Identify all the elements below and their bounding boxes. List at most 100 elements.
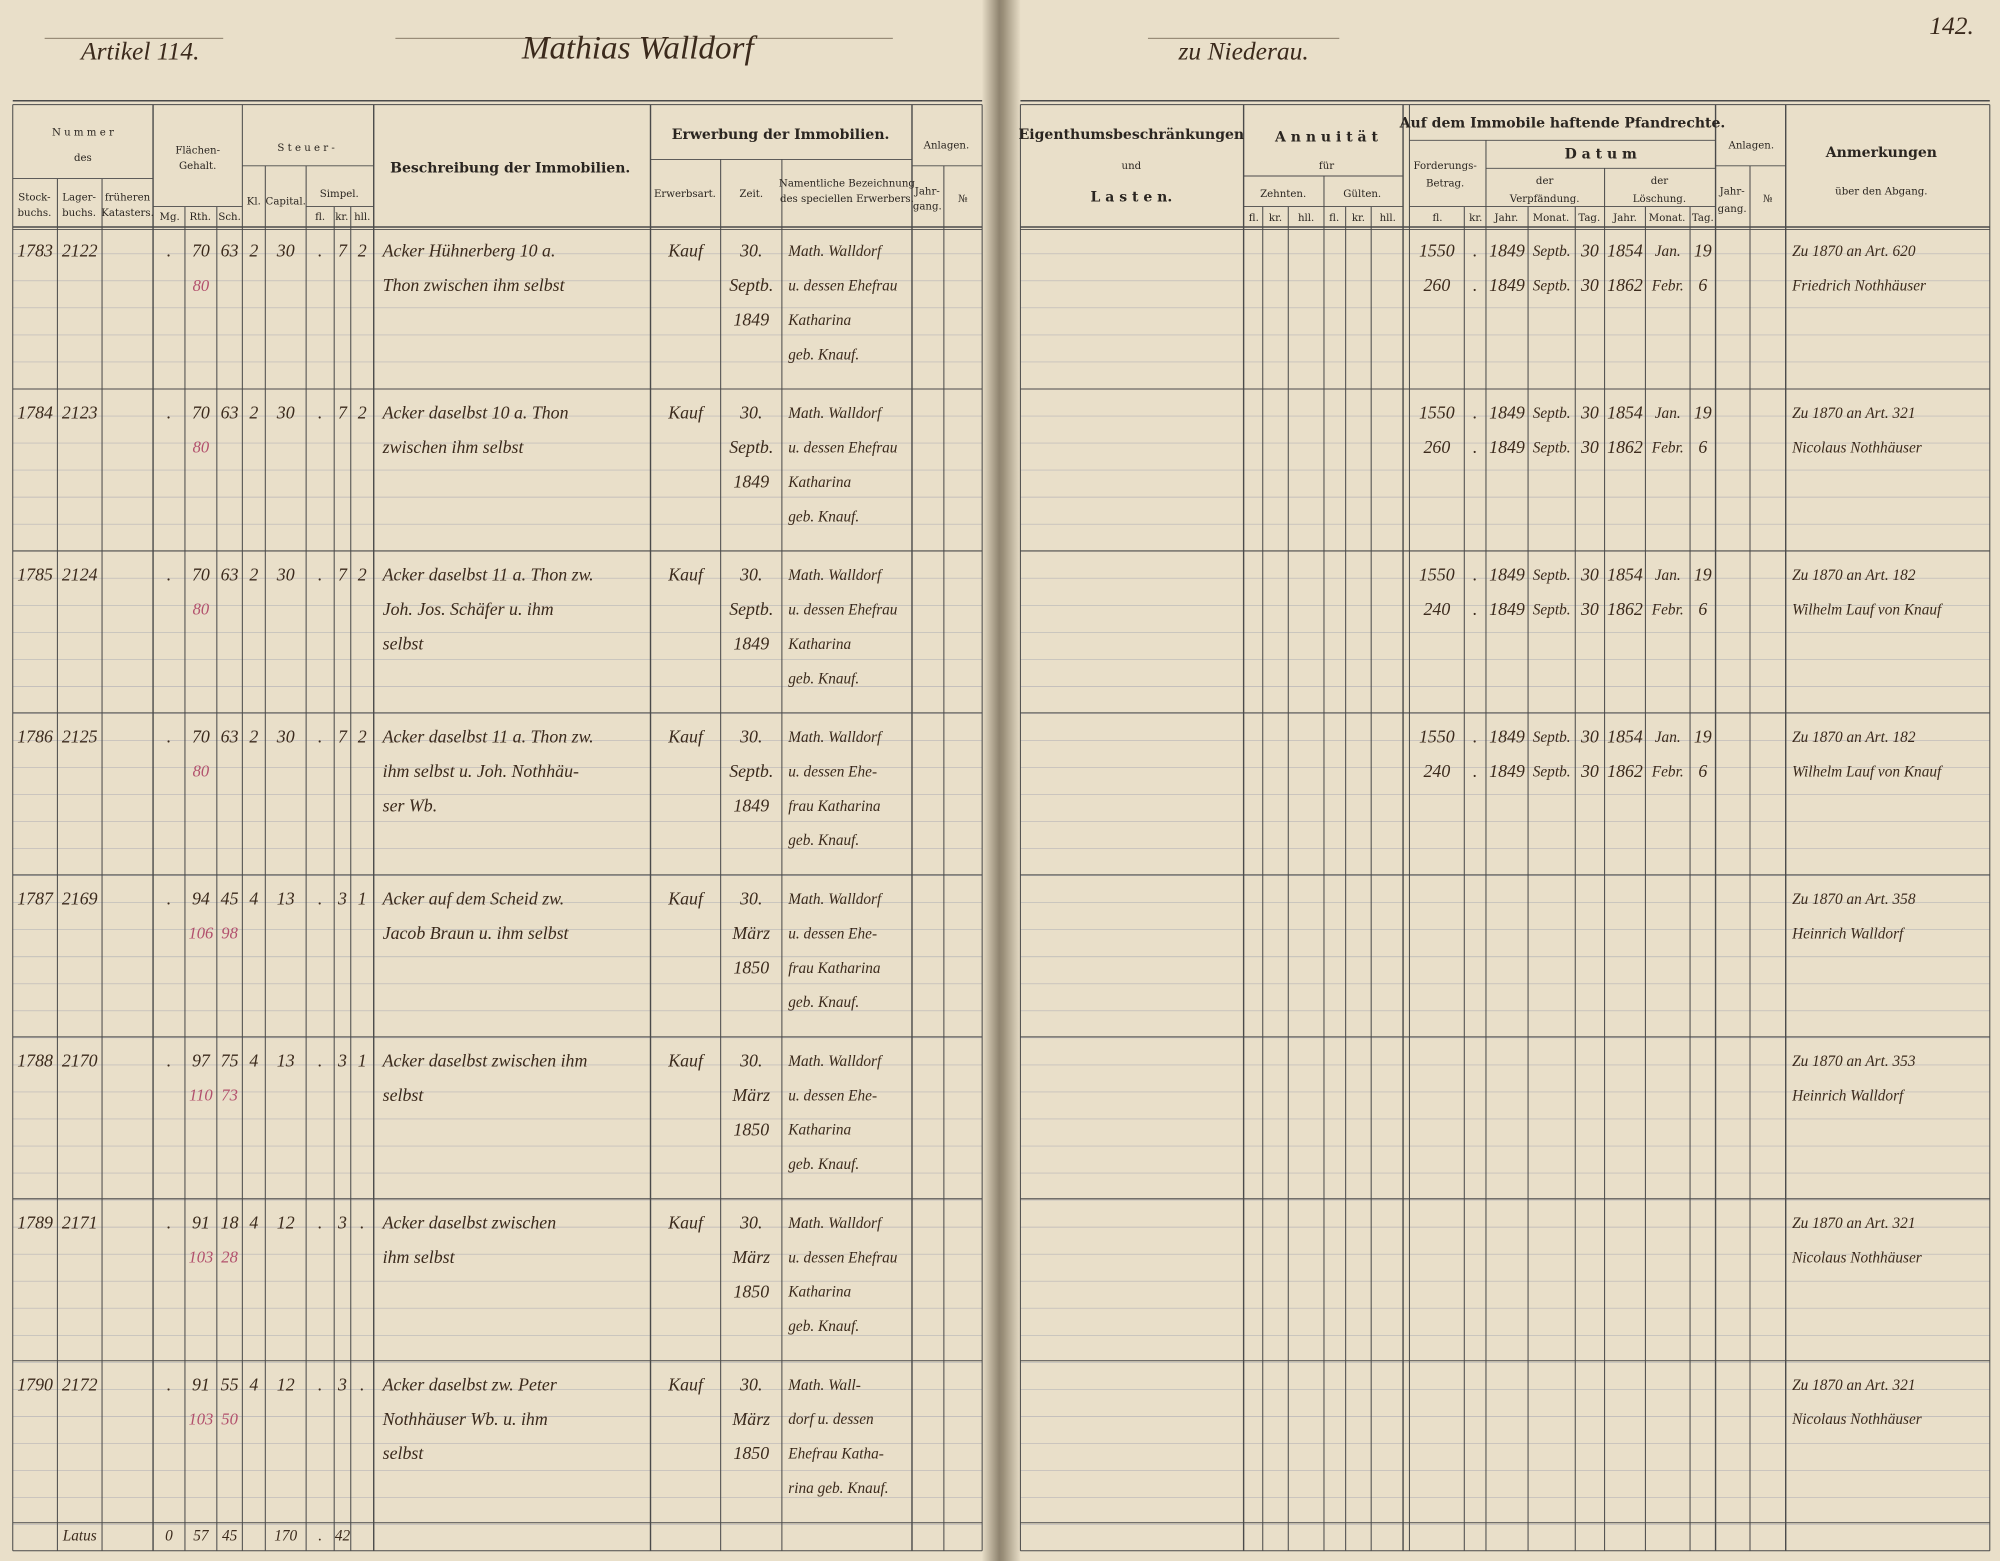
lien-cell: 30: [1580, 437, 1599, 457]
cell-text: .: [318, 727, 322, 747]
column-header: der: [1651, 176, 1669, 187]
owner-name: Mathias Walldorf: [521, 30, 759, 67]
cell-text: 70: [192, 403, 210, 423]
cell-text: 2170: [62, 1050, 98, 1070]
entry-number: 1786: [17, 727, 53, 747]
description: Acker daselbst 11 a. Thon zw.: [382, 727, 594, 747]
cell-text: 30: [276, 565, 295, 585]
lien-cell: 19: [1694, 565, 1712, 585]
acquisition-date: 30.: [739, 1050, 762, 1070]
place-name: zu Niederau.: [1177, 36, 1308, 65]
cell-text: Kauf: [667, 1212, 706, 1232]
lien-cell: .: [1473, 727, 1477, 747]
cell-text: 2123: [62, 403, 98, 423]
acquirer-name: Katharina: [787, 474, 851, 491]
column-header: №: [1763, 194, 1773, 205]
acquirer-name: geb. Knauf.: [788, 508, 859, 525]
acquisition-date: März: [731, 923, 770, 943]
lien-cell: 1849: [1489, 565, 1525, 585]
column-header: Eigenthumsbeschränkungen: [1019, 127, 1245, 143]
remark: Wilhelm Lauf von Knauf: [1792, 763, 1944, 780]
lien-cell: 6: [1698, 599, 1707, 619]
lien-cell: 1862: [1607, 437, 1643, 457]
lien-cell: Septb.: [1533, 405, 1571, 422]
acquirer-name: Math. Walldorf: [787, 1053, 884, 1070]
column-header: Rth.: [189, 212, 211, 223]
column-header: fl.: [1432, 213, 1442, 224]
lien-cell: 260: [1423, 437, 1450, 457]
cell-text: 2: [358, 565, 367, 585]
lien-cell: .: [1473, 761, 1477, 781]
corrected-area: 80: [193, 600, 210, 619]
cell-text: 2: [249, 403, 258, 423]
remark: Friedrich Nothhäuser: [1791, 277, 1926, 294]
lien-cell: 30: [1580, 241, 1599, 261]
cell-text: .: [167, 565, 171, 585]
lien-cell: 1550: [1419, 565, 1455, 585]
cell-text: 12: [277, 1374, 295, 1394]
lien-cell: Septb.: [1533, 277, 1571, 294]
column-header: Mg.: [160, 212, 180, 223]
cell-text: .: [318, 888, 322, 908]
corrected-area: 103: [188, 1248, 213, 1267]
description: Joh. Jos. Schäfer u. ihm: [383, 599, 554, 619]
lien-cell: 240: [1423, 761, 1450, 781]
cell-text: 2124: [62, 565, 98, 585]
cell-text: .: [318, 1050, 322, 1070]
description: selbst: [383, 1443, 425, 1463]
lien-cell: .: [1473, 403, 1477, 423]
ruling: [12, 37, 1991, 1552]
total-cell: 0: [165, 1527, 173, 1544]
cell-text: 2: [249, 727, 258, 747]
lien-cell: 1862: [1607, 275, 1643, 295]
acquirer-name: frau Katharina: [788, 798, 881, 815]
cell-text: 55: [221, 1374, 239, 1394]
cell-text: 2: [249, 241, 258, 261]
ledger-text: N u m m e r des Stock-buchs. Lager-buchs. fr…: [17, 11, 1974, 1544]
lien-cell: Septb.: [1533, 729, 1571, 746]
cell-text: .: [167, 1374, 171, 1394]
lien-cell: 1849: [1489, 761, 1525, 781]
lien-cell: 1849: [1489, 599, 1525, 619]
total-cell: .: [318, 1527, 322, 1544]
lien-cell: 1862: [1607, 599, 1643, 619]
column-header: Erwerbung der Immobilien.: [672, 127, 890, 143]
cell-text: Kauf: [667, 565, 706, 585]
description: Acker auf dem Scheid zw.: [382, 888, 565, 908]
column-header: Simpel.: [320, 189, 359, 200]
column-header: Capital.: [266, 197, 306, 208]
column-header: Forderungs-: [1414, 161, 1477, 172]
lien-cell: 19: [1694, 403, 1712, 423]
column-header: Jahr.: [1494, 213, 1519, 224]
total-cell: Latus: [62, 1527, 97, 1544]
cell-text: 7: [338, 403, 348, 423]
column-header: A n n u i t ä t: [1274, 130, 1378, 146]
column-header: Betrag.: [1426, 179, 1464, 190]
column-header: fl.: [315, 212, 325, 223]
lien-cell: 1550: [1419, 403, 1455, 423]
remark: Zu 1870 an Art. 321: [1792, 1377, 1915, 1394]
lien-cell: Septb.: [1533, 763, 1571, 780]
column-header: Kl.: [247, 197, 261, 208]
total-cell: 45: [222, 1527, 238, 1544]
cell-text: 2172: [62, 1374, 98, 1394]
lien-cell: Febr.: [1651, 763, 1684, 780]
cell-text: .: [318, 1374, 322, 1394]
remark: Zu 1870 an Art. 321: [1792, 1215, 1915, 1232]
description: zwischen ihm selbst: [382, 437, 525, 457]
lien-cell: Febr.: [1651, 601, 1684, 618]
acquirer-name: Katharina: [787, 1284, 851, 1301]
cell-text: 75: [221, 1050, 239, 1070]
lien-cell: 1854: [1607, 241, 1643, 261]
corrected-area: 28: [221, 1248, 238, 1267]
description: Acker Hühnerberg 10 a.: [382, 241, 556, 261]
acquisition-date: Septb.: [729, 599, 773, 619]
remark: Wilhelm Lauf von Knauf: [1792, 601, 1944, 618]
lien-cell: 6: [1698, 761, 1707, 781]
acquisition-date: März: [731, 1409, 770, 1429]
cell-text: 4: [249, 888, 258, 908]
corrected-area: 110: [189, 1086, 213, 1105]
cell-text: 3: [337, 1374, 347, 1394]
acquirer-name: Ehefrau Katha-: [787, 1446, 884, 1463]
